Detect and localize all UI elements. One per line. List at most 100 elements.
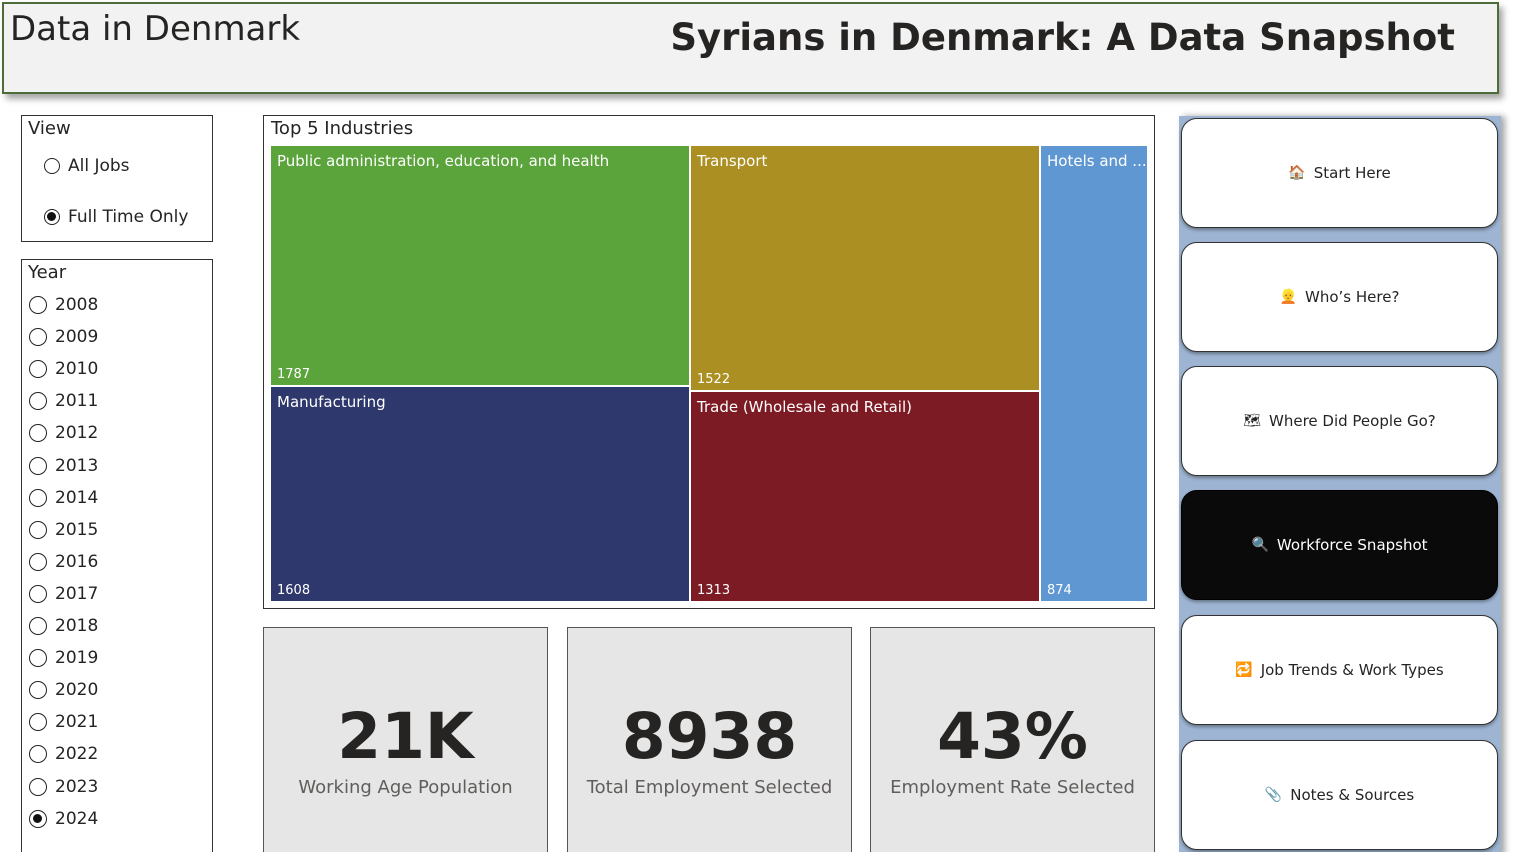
view-slicer-title: View bbox=[28, 118, 71, 139]
tile-value: 1522 bbox=[697, 372, 731, 387]
radio-button[interactable] bbox=[29, 456, 47, 475]
house-icon: 🏠 bbox=[1288, 165, 1306, 181]
year-option-label: 2017 bbox=[55, 583, 99, 604]
radio-button[interactable] bbox=[29, 424, 47, 443]
radio-button[interactable] bbox=[29, 520, 47, 539]
kpi-label: Total Employment Selected bbox=[586, 777, 833, 798]
radio-button[interactable] bbox=[29, 777, 47, 796]
brand-text: Data in Denmark bbox=[10, 9, 301, 49]
tile-value: 1787 bbox=[277, 367, 311, 382]
year-option[interactable]: 2014 bbox=[29, 488, 98, 508]
year-option[interactable]: 2008 bbox=[29, 295, 98, 315]
year-option-label: 2011 bbox=[55, 391, 99, 412]
treemap-tile-manufacturing[interactable]: Manufacturing 1608 bbox=[270, 386, 690, 602]
page-title: Syrians in Denmark: A Data Snapshot bbox=[670, 16, 1455, 59]
radio-button[interactable] bbox=[29, 713, 47, 732]
year-option[interactable]: 2019 bbox=[29, 648, 98, 668]
radio-button[interactable] bbox=[29, 809, 47, 828]
kpi-value: 43% bbox=[937, 700, 1088, 773]
year-option[interactable]: 2018 bbox=[29, 616, 98, 636]
magnifier-icon: 🔍 bbox=[1251, 537, 1269, 553]
year-option[interactable]: 2022 bbox=[29, 744, 98, 764]
radio-button[interactable] bbox=[29, 488, 47, 507]
year-option-label: 2024 bbox=[55, 808, 99, 829]
radio-button[interactable] bbox=[44, 158, 60, 174]
year-option[interactable]: 2017 bbox=[29, 584, 98, 604]
year-option-label: 2023 bbox=[55, 776, 99, 797]
nav-button-workforce-snapshot[interactable]: 🔍 Workforce Snapshot bbox=[1181, 490, 1498, 600]
kpi-card-total-employment: 8938 Total Employment Selected bbox=[567, 627, 852, 852]
tile-value: 1313 bbox=[697, 583, 731, 598]
radio-button[interactable] bbox=[29, 617, 47, 635]
nav-button-label: Workforce Snapshot bbox=[1276, 536, 1428, 554]
paperclip-icon: 📎 bbox=[1264, 787, 1283, 803]
nav-button-label: Notes & Sources bbox=[1290, 786, 1415, 804]
repeat-icon: 🔁 bbox=[1235, 662, 1253, 678]
treemap-tile-transport[interactable]: Transport 1522 bbox=[690, 145, 1040, 391]
year-option-label: 2014 bbox=[55, 487, 99, 508]
nav-rail bbox=[1179, 116, 1501, 852]
year-option[interactable]: 2015 bbox=[29, 520, 98, 540]
year-option[interactable]: 2016 bbox=[29, 552, 98, 572]
tile-label: Manufacturing bbox=[277, 393, 386, 411]
view-option-label: Full Time Only bbox=[68, 207, 189, 227]
kpi-value: 8938 bbox=[621, 700, 798, 773]
radio-button[interactable] bbox=[44, 209, 60, 225]
nav-button-notes-sources[interactable]: 📎 Notes & Sources bbox=[1181, 740, 1498, 850]
tile-value: 874 bbox=[1047, 583, 1072, 598]
year-option-label: 2010 bbox=[55, 359, 99, 380]
year-option[interactable]: 2023 bbox=[29, 777, 98, 797]
person-icon: 👱 bbox=[1279, 289, 1298, 305]
kpi-value: 21K bbox=[337, 700, 474, 773]
year-slicer: Year 2008 2009 2010 2011 2012 2013 2014 2015 201… bbox=[21, 259, 213, 852]
treemap-tile-trade[interactable]: Trade (Wholesale and Retail) 1313 bbox=[690, 391, 1040, 602]
kpi-card-employment-rate: 43% Employment Rate Selected bbox=[870, 627, 1155, 852]
year-option[interactable]: 2024 bbox=[29, 809, 98, 829]
year-option-label: 2021 bbox=[55, 712, 99, 733]
tile-label: Trade (Wholesale and Retail) bbox=[697, 398, 912, 416]
radio-button[interactable] bbox=[29, 360, 47, 379]
year-option-label: 2018 bbox=[55, 616, 99, 636]
tile-label: Transport bbox=[697, 152, 768, 170]
nav-button-where-did-people-go[interactable]: 🗺 Where Did People Go? bbox=[1181, 366, 1498, 476]
nav-button-whos-here[interactable]: 👱 Who’s Here? bbox=[1181, 242, 1498, 352]
nav-button-job-trends[interactable]: 🔁 Job Trends & Work Types bbox=[1181, 615, 1498, 725]
radio-button[interactable] bbox=[29, 745, 47, 764]
nav-button-label: Where Did People Go? bbox=[1269, 412, 1436, 430]
radio-button[interactable] bbox=[29, 649, 47, 668]
kpi-card-working-age-population: 21K Working Age Population bbox=[263, 627, 548, 852]
year-option-label: 2019 bbox=[55, 648, 99, 669]
tile-label: Public administration, education, and he… bbox=[277, 152, 610, 170]
radio-button[interactable] bbox=[29, 552, 47, 571]
view-option-full-time[interactable]: Full Time Only bbox=[44, 207, 188, 227]
year-slicer-title: Year bbox=[28, 262, 67, 283]
nav-button-start-here[interactable]: 🏠 Start Here bbox=[1181, 118, 1498, 228]
year-option[interactable]: 2010 bbox=[29, 359, 98, 379]
view-option-all-jobs[interactable]: All Jobs bbox=[44, 156, 130, 176]
radio-button[interactable] bbox=[29, 681, 47, 700]
year-option[interactable]: 2013 bbox=[29, 456, 98, 476]
industries-treemap: Public administration, education, and he… bbox=[270, 145, 1148, 602]
radio-button[interactable] bbox=[29, 392, 47, 411]
treemap-title: Top 5 Industries bbox=[271, 118, 414, 139]
year-option[interactable]: 2012 bbox=[29, 423, 98, 443]
industries-treemap-panel: Top 5 Industries Public administration, … bbox=[263, 115, 1155, 609]
tile-label: Hotels and ... bbox=[1047, 152, 1147, 170]
year-option[interactable]: 2020 bbox=[29, 680, 98, 700]
nav-button-label: Job Trends & Work Types bbox=[1260, 661, 1444, 679]
treemap-tile-public-admin[interactable]: Public administration, education, and he… bbox=[270, 145, 690, 386]
nav-button-label: Start Here bbox=[1313, 164, 1391, 182]
view-slicer: View All Jobs Full Time Only bbox=[21, 115, 213, 242]
radio-button[interactable] bbox=[29, 584, 47, 603]
year-option-label: 2013 bbox=[55, 455, 99, 476]
year-option[interactable]: 2021 bbox=[29, 712, 98, 732]
radio-button[interactable] bbox=[29, 328, 47, 347]
year-option-label: 2022 bbox=[55, 744, 99, 765]
year-option-label: 2012 bbox=[55, 423, 99, 444]
radio-button[interactable] bbox=[29, 296, 47, 314]
kpi-label: Employment Rate Selected bbox=[890, 777, 1135, 798]
year-option[interactable]: 2009 bbox=[29, 327, 98, 347]
year-option[interactable]: 2011 bbox=[29, 391, 98, 411]
year-option-label: 2020 bbox=[55, 680, 99, 701]
treemap-tile-hotels[interactable]: Hotels and ... 874 bbox=[1040, 145, 1148, 602]
